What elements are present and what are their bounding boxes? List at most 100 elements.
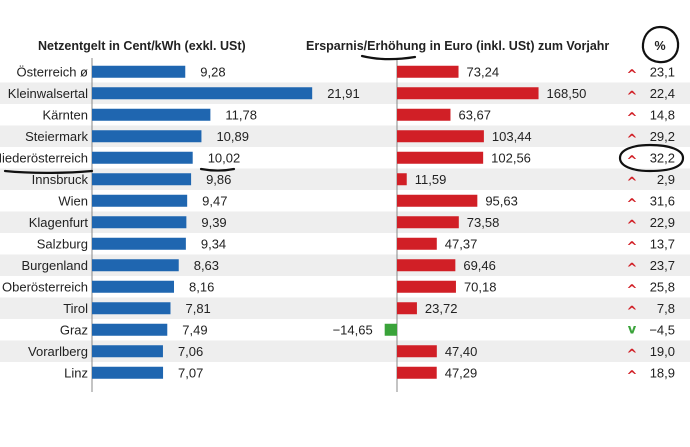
table-row: Steiermark 10,89 103,44 ^ 29,2 bbox=[25, 129, 675, 148]
percent-value: 22,4 bbox=[650, 86, 675, 101]
table-row: Tirol 7,81 23,72 ^ 7,8 bbox=[63, 301, 675, 320]
change-value: 63,67 bbox=[458, 107, 491, 122]
category-label: Graz bbox=[60, 322, 88, 337]
change-value: 47,37 bbox=[445, 236, 478, 251]
change-value: 95,63 bbox=[485, 193, 518, 208]
annotation-underline-niederoesterreich bbox=[3, 169, 94, 174]
change-bar bbox=[397, 108, 451, 121]
category-label: Burgenland bbox=[22, 258, 89, 273]
percent-value: 22,9 bbox=[650, 215, 675, 230]
change-value: 168,50 bbox=[547, 86, 587, 101]
change-bar bbox=[397, 87, 539, 100]
netzentgelt-bar bbox=[92, 173, 192, 186]
category-label: Österreich ø bbox=[16, 64, 88, 79]
category-label: Wien bbox=[58, 193, 88, 208]
category-label: Kärnten bbox=[42, 107, 88, 122]
header-pct: % bbox=[654, 39, 665, 53]
netzentgelt-bar bbox=[92, 280, 175, 293]
change-bar bbox=[397, 151, 484, 164]
arrow-up-icon: ^ bbox=[627, 261, 638, 276]
netzentgelt-value: 7,81 bbox=[185, 301, 210, 316]
table-row: Kärnten 11,78 63,67 ^ 14,8 bbox=[42, 107, 675, 126]
arrow-up-icon: ^ bbox=[627, 283, 638, 298]
arrow-down-icon: v bbox=[628, 322, 637, 337]
change-bar bbox=[397, 130, 484, 143]
change-bar bbox=[397, 259, 456, 272]
netzentgelt-bar bbox=[92, 302, 171, 315]
arrow-up-icon: ^ bbox=[627, 218, 638, 233]
table-row: Kleinwalsertal 21,91 168,50 ^ 22,4 bbox=[8, 86, 675, 105]
netzentgelt-value: 9,34 bbox=[201, 236, 226, 251]
arrow-up-icon: ^ bbox=[627, 111, 638, 126]
table-row: Wien 9,47 95,63 ^ 31,6 bbox=[58, 193, 675, 212]
table-row: Graz 7,49 −14,65 v −4,5 bbox=[60, 322, 675, 337]
percent-value: 31,6 bbox=[650, 193, 675, 208]
netzentgelt-bar bbox=[92, 194, 188, 207]
annotation-circle-pct bbox=[641, 25, 680, 64]
change-value: 73,58 bbox=[467, 215, 500, 230]
header-left: Netzentgelt in Cent/kWh (exkl. USt) bbox=[38, 39, 246, 53]
arrow-up-icon: ^ bbox=[627, 197, 638, 212]
change-value: 23,72 bbox=[425, 301, 458, 316]
change-value: 102,56 bbox=[491, 150, 531, 165]
change-value: 103,44 bbox=[492, 129, 532, 144]
category-label: Kleinwalsertal bbox=[8, 86, 88, 101]
percent-value: 18,9 bbox=[650, 365, 675, 380]
percent-value: 25,8 bbox=[650, 279, 675, 294]
category-label: Salzburg bbox=[37, 236, 88, 251]
percent-value: 19,0 bbox=[650, 344, 675, 359]
percent-value: 23,1 bbox=[650, 64, 675, 79]
category-label: Niederösterreich bbox=[0, 150, 88, 165]
arrow-up-icon: ^ bbox=[627, 132, 638, 147]
category-label: Vorarlberg bbox=[28, 344, 88, 359]
netzentgelt-value: 9,47 bbox=[202, 193, 227, 208]
netzentgelt-value: 7,49 bbox=[182, 322, 207, 337]
change-bar bbox=[397, 173, 407, 186]
netzentgelt-value: 7,07 bbox=[178, 365, 203, 380]
category-label: Steiermark bbox=[25, 129, 88, 144]
arrow-up-icon: ^ bbox=[627, 347, 638, 362]
table-row: Niederösterreich 10,02 102,56 ^ 32,2 bbox=[0, 150, 675, 169]
table-row: Vorarlberg 7,06 47,40 ^ 19,0 bbox=[28, 344, 675, 363]
arrow-up-icon: ^ bbox=[627, 154, 638, 169]
chart-rows: Österreich ø 9,28 73,24 ^ 23,1 Kleinwalsertal… bbox=[0, 64, 675, 384]
annotation-circle-32-2 bbox=[618, 143, 685, 173]
arrow-up-icon: ^ bbox=[627, 240, 638, 255]
category-label: Klagenfurt bbox=[29, 215, 89, 230]
table-row: Linz 7,07 47,29 ^ 18,9 bbox=[64, 365, 675, 384]
netzentgelt-value: 8,16 bbox=[189, 279, 214, 294]
netzentgelt-bar bbox=[92, 366, 164, 379]
netzentgelt-value: 21,91 bbox=[327, 86, 360, 101]
change-bar bbox=[397, 302, 417, 315]
change-value: 70,18 bbox=[464, 279, 497, 294]
category-label: Linz bbox=[64, 365, 88, 380]
arrow-up-icon: ^ bbox=[627, 175, 638, 190]
change-value: −14,65 bbox=[333, 322, 373, 337]
row-band bbox=[0, 297, 690, 319]
percent-value: 2,9 bbox=[657, 172, 675, 187]
netzentgelt-bar bbox=[92, 259, 179, 272]
table-row: Oberösterreich 8,16 70,18 ^ 25,8 bbox=[2, 279, 675, 298]
change-value: 69,46 bbox=[463, 258, 496, 273]
annotation-underline-value bbox=[199, 167, 236, 172]
netzentgelt-bar bbox=[92, 108, 211, 121]
change-value: 47,29 bbox=[445, 365, 478, 380]
change-bar bbox=[397, 345, 437, 358]
category-label: Oberösterreich bbox=[2, 279, 88, 294]
netzentgelt-value: 10,02 bbox=[208, 150, 241, 165]
netzentgelt-value: 7,06 bbox=[178, 344, 203, 359]
percent-value: 13,7 bbox=[650, 236, 675, 251]
arrow-up-icon: ^ bbox=[627, 68, 638, 83]
category-label: Tirol bbox=[63, 301, 88, 316]
netzentgelt-value: 9,28 bbox=[200, 64, 225, 79]
netzentgelt-bar bbox=[92, 345, 163, 358]
netzentgelt-value: 8,63 bbox=[194, 258, 219, 273]
percent-value: −4,5 bbox=[649, 322, 675, 337]
netzentgelt-value: 9,39 bbox=[201, 215, 226, 230]
arrow-up-icon: ^ bbox=[627, 369, 638, 384]
netzentgelt-value: 11,78 bbox=[225, 107, 257, 122]
percent-value: 23,7 bbox=[650, 258, 675, 273]
netzentgelt-value: 9,86 bbox=[206, 172, 231, 187]
change-bar bbox=[384, 323, 397, 336]
